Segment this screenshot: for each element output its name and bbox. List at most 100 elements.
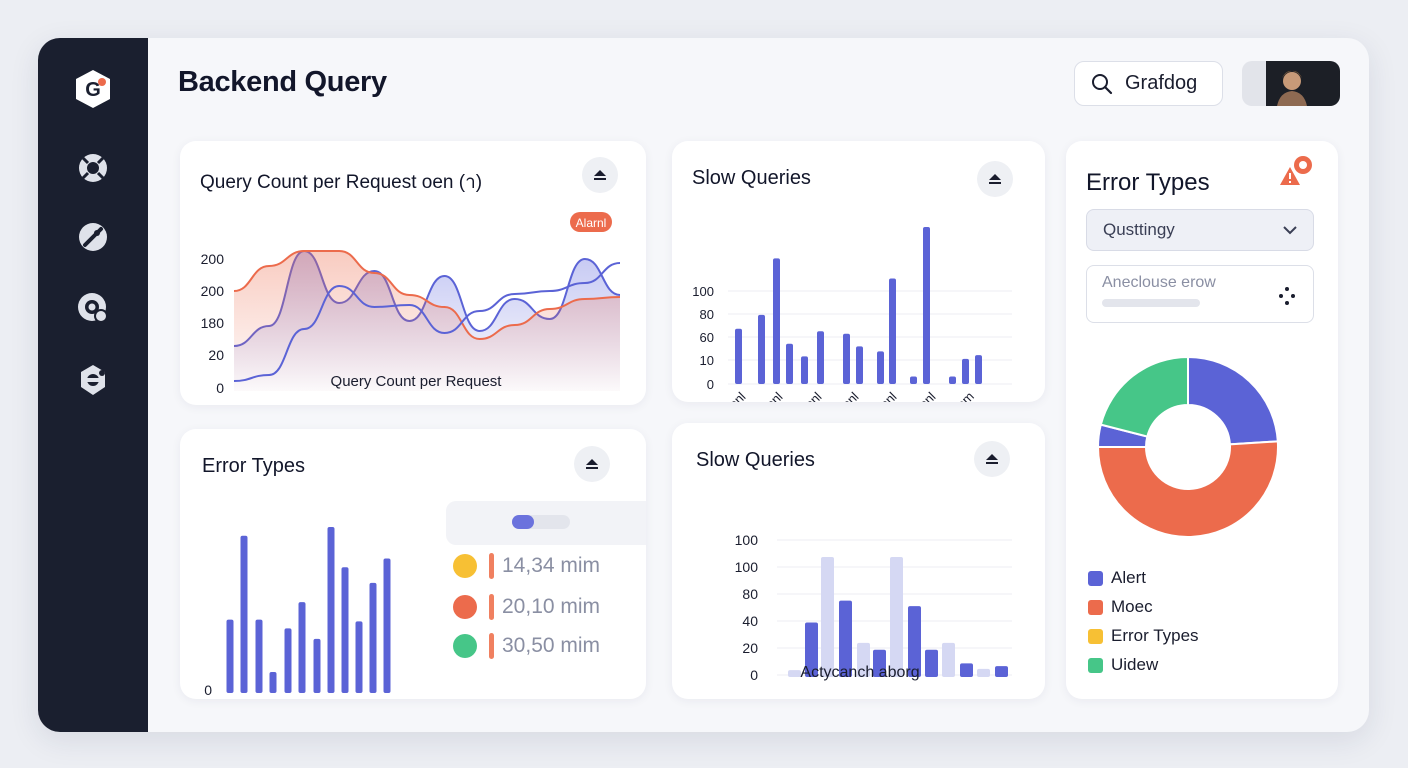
slow-queries-bottom-chart: 100 100 80 40 20 0 Actycanch aborg [735, 532, 1012, 683]
target-icon[interactable] [76, 291, 110, 325]
stat-marker [489, 553, 494, 579]
donut-slice [1187, 355, 1279, 446]
bar [942, 642, 955, 677]
bar [925, 649, 938, 677]
y-tick-label: 100 [735, 559, 759, 575]
error-types-donut [1096, 355, 1279, 538]
bar [923, 227, 930, 384]
eject-icon [594, 170, 606, 180]
series-line [233, 262, 621, 382]
legend-label: Moec [1111, 597, 1153, 616]
lifebuoy-icon[interactable] [76, 151, 110, 185]
page-title: Backend Query [178, 66, 387, 98]
eject-icon [586, 459, 598, 469]
search-button[interactable]: Grafdog [1074, 61, 1223, 106]
donut-slice [1099, 355, 1189, 438]
sidebar: G [38, 38, 148, 732]
bar [910, 376, 917, 384]
series-area [234, 251, 620, 391]
app-window: G Backend Query [38, 38, 1369, 732]
settings-icon[interactable] [76, 363, 110, 397]
error-type-select[interactable]: Qusttingy [1086, 209, 1314, 251]
y-tick-label: 200 [201, 283, 225, 299]
x-tick-label: Ulonl [830, 389, 862, 402]
eject-icon [989, 174, 1001, 184]
y-tick-label: 40 [742, 613, 758, 629]
bar [962, 358, 969, 384]
stat-marker [489, 594, 494, 620]
bar [960, 663, 973, 677]
card-menu-button[interactable] [574, 446, 610, 482]
logo-icon[interactable]: G [73, 68, 113, 110]
y-tick-label: 20 [208, 347, 224, 363]
stat-value: 14,34 mim [502, 554, 601, 577]
stat-row: 30,50 mim [453, 633, 600, 659]
stat-row: 20,10 mim [453, 594, 600, 620]
bar [889, 278, 896, 384]
y-tick-label: 80 [700, 307, 714, 322]
slow-queries-bottom-card: Slow Queries 100 100 80 40 20 0 Actycanch abo… [672, 423, 1045, 699]
filter-toggle[interactable] [512, 515, 570, 529]
bar [908, 606, 921, 677]
error-types-card: Error Types 0 500 500 4Λ3 160 [180, 429, 646, 699]
bar [977, 668, 990, 677]
stat-row: 14,34 mim [453, 553, 600, 579]
anomaly-label: Aneclouse erow [1102, 274, 1216, 291]
bar [975, 355, 982, 384]
stat-value: 30,50 mim [502, 634, 601, 657]
alert-icon[interactable] [1276, 155, 1316, 191]
rocket-icon[interactable] [76, 220, 110, 254]
legend-label: Uidew [1111, 655, 1159, 674]
query-count-xlabel: Query Count per Request [331, 373, 503, 390]
legend-item: Moec [1088, 597, 1153, 617]
bar [298, 602, 306, 693]
x-tick-label: Ulonl [793, 389, 825, 402]
y-tick-label: 100 [692, 284, 714, 299]
search-icon [1092, 73, 1113, 94]
bar [284, 628, 292, 693]
query-count-title: Query Count per Request oen (า) [200, 172, 483, 193]
status-dot [453, 634, 477, 658]
y-tick-label: 0 [707, 377, 714, 392]
bar [995, 666, 1008, 677]
bar [949, 376, 956, 384]
status-dot [453, 554, 477, 578]
card-menu-button[interactable] [974, 441, 1010, 477]
y-tick-label: 0 [204, 682, 212, 698]
slow-queries-bottom-title: Slow Queries [696, 449, 815, 471]
query-count-card: Query Count per Request oen (า) 200 200 18… [180, 141, 646, 405]
bar [383, 558, 391, 693]
x-tick-label: Ulonl [717, 389, 749, 402]
bar [877, 351, 884, 384]
legend-swatch [1088, 570, 1103, 586]
stat-value: 20,10 mim [502, 595, 601, 618]
bar [857, 642, 870, 677]
x-tick-label: 500 [229, 698, 255, 699]
avatar[interactable] [1242, 61, 1340, 106]
legend-swatch [1088, 657, 1103, 673]
anomaly-progress [1102, 299, 1200, 307]
x-tick-label: Ulonl [754, 389, 786, 402]
status-dot [453, 595, 477, 619]
select-value: Qusttingy [1103, 220, 1175, 239]
card-menu-button[interactable] [977, 161, 1013, 197]
bar [341, 567, 349, 693]
bar [313, 638, 321, 693]
bar [805, 622, 818, 677]
anomaly-filter[interactable]: Aneclouse erow [1086, 265, 1314, 323]
y-tick-label: 100 [735, 532, 759, 548]
donut-slice [1096, 440, 1279, 538]
bar [788, 670, 801, 677]
bar [843, 333, 850, 384]
legend-item: Alert [1088, 568, 1146, 588]
alert-badge[interactable]: Alarnl [570, 212, 612, 232]
card-menu-button[interactable] [582, 157, 618, 193]
bar [890, 557, 903, 677]
legend-label: Alert [1111, 568, 1146, 587]
x-tick-label: Ulonl [907, 389, 939, 402]
x-tick-label: 500 [276, 698, 302, 699]
y-tick-label: 60 [700, 330, 714, 345]
bar [240, 535, 248, 693]
